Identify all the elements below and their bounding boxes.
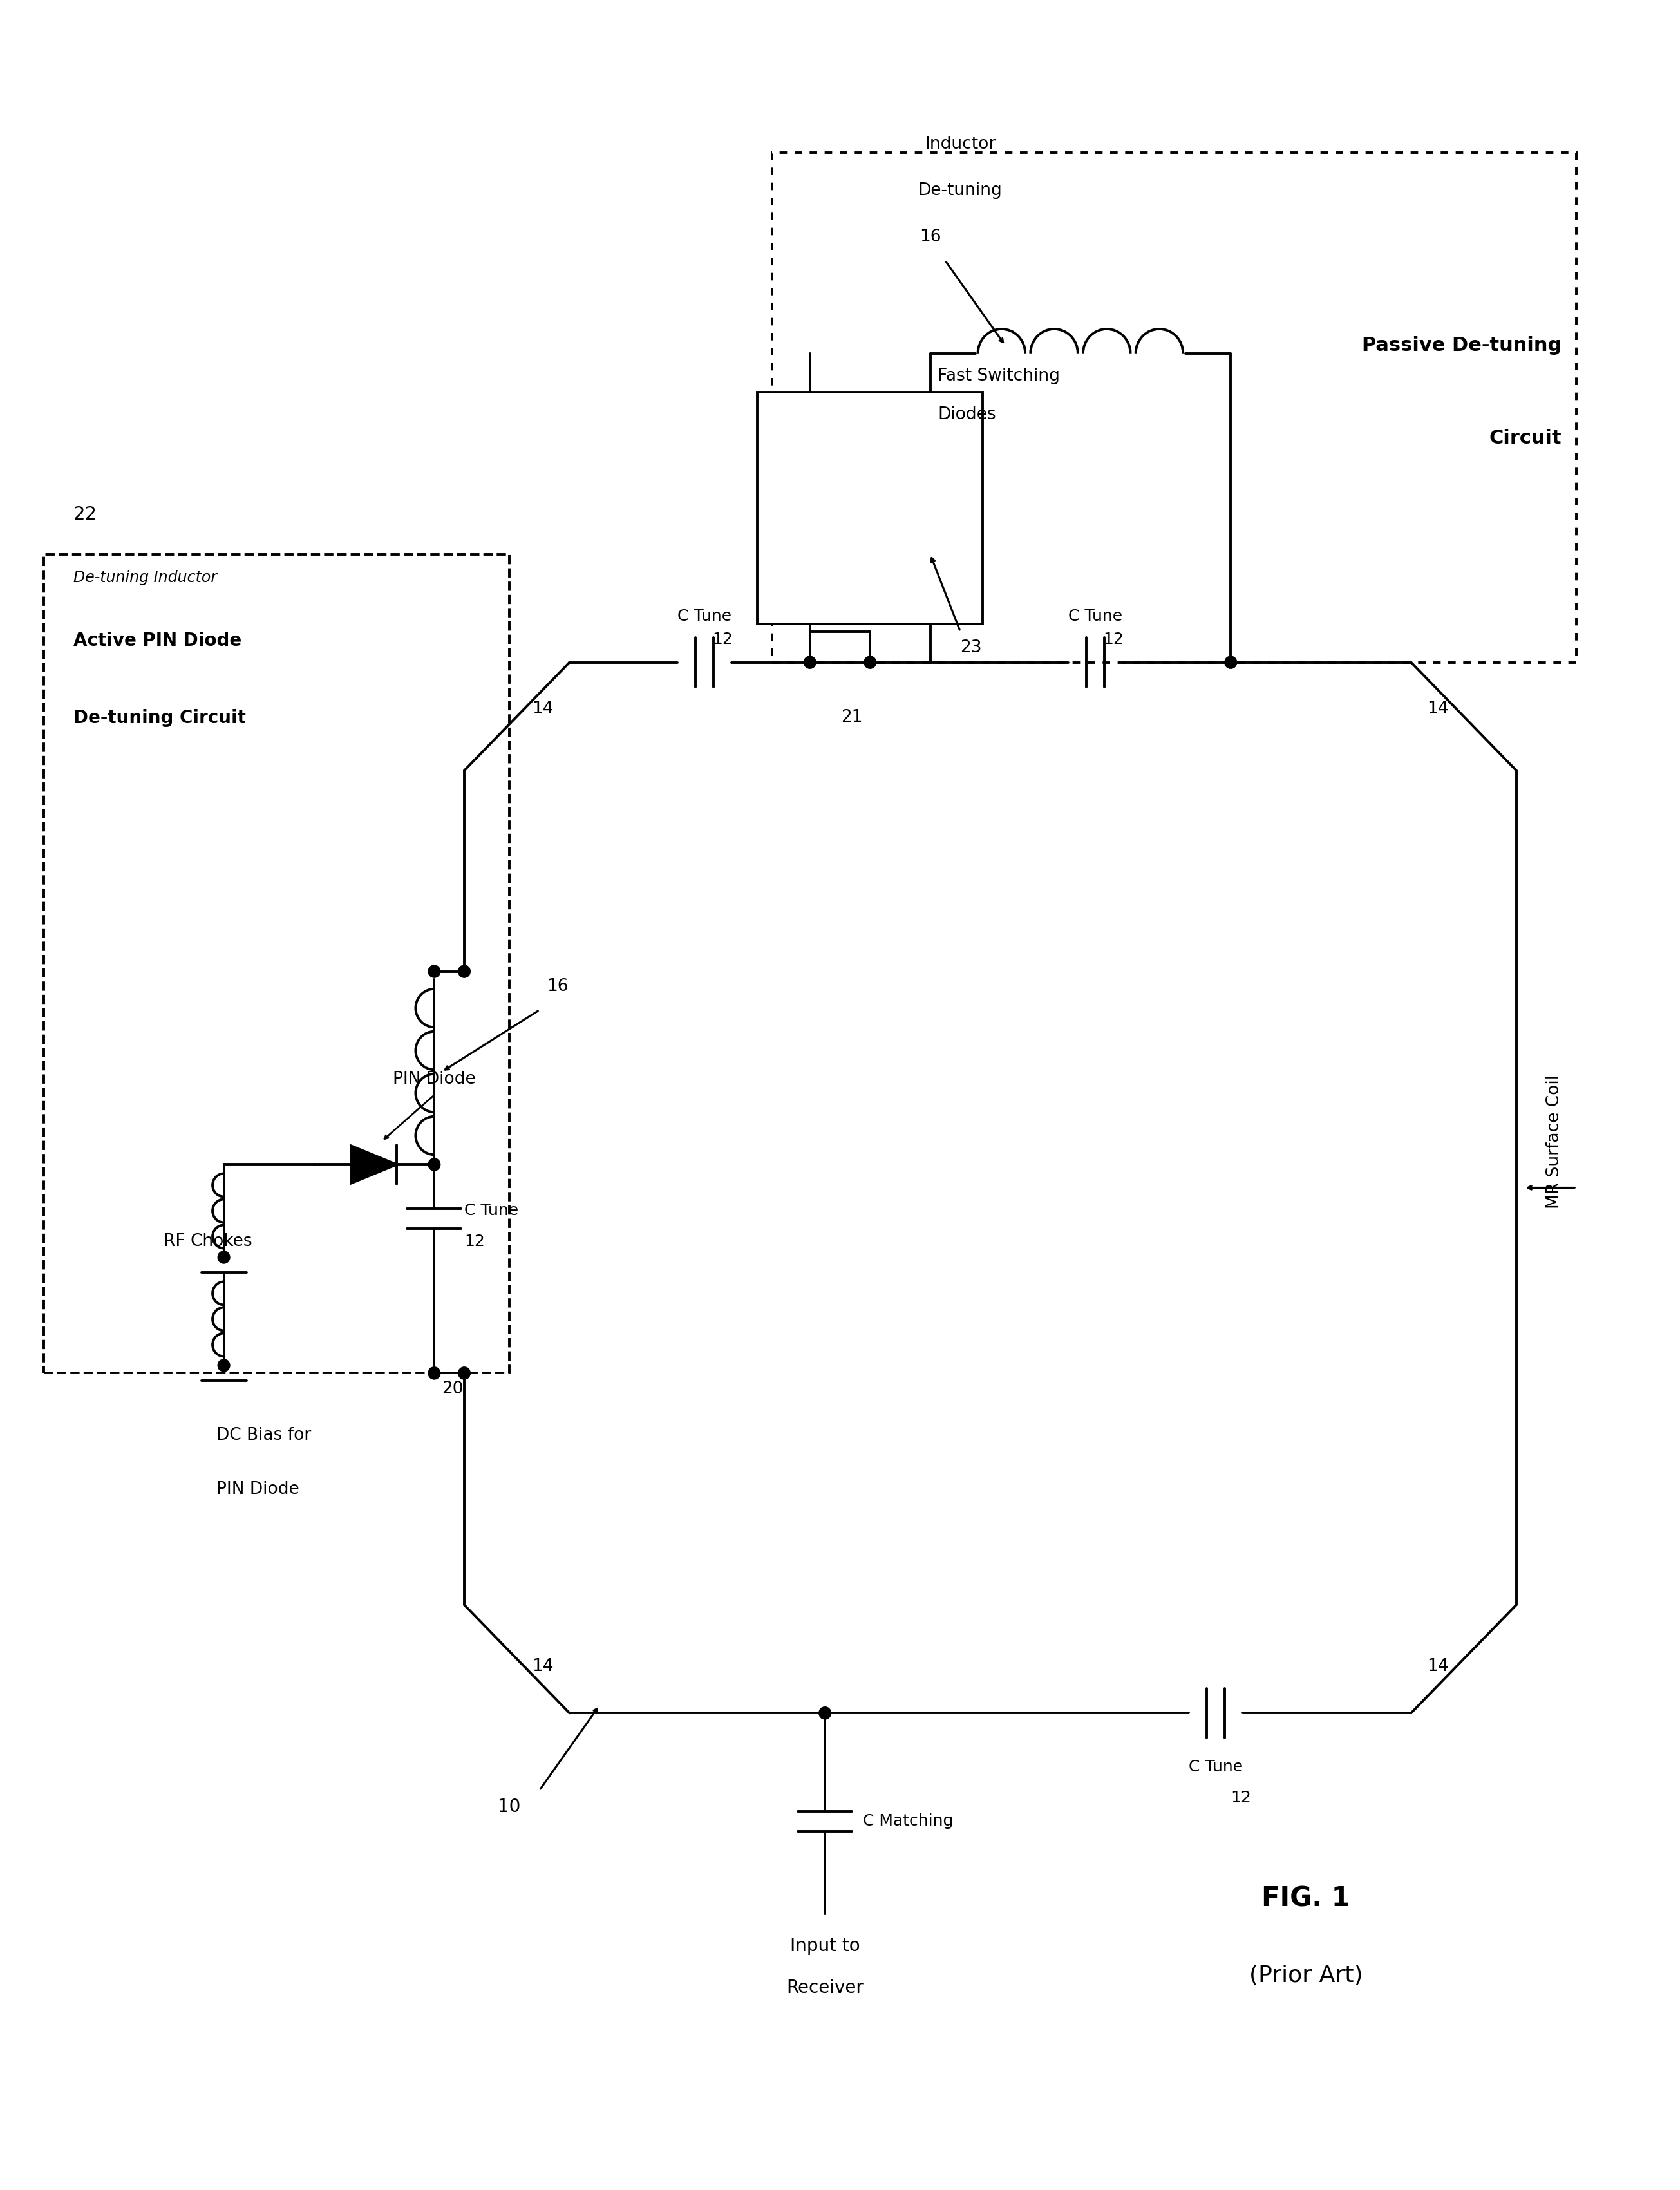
- Text: 14: 14: [1426, 701, 1448, 716]
- Circle shape: [459, 1367, 470, 1380]
- Text: 21: 21: [842, 710, 862, 725]
- Text: C Tune: C Tune: [1189, 1759, 1243, 1774]
- Text: 10: 10: [497, 1798, 521, 1816]
- Circle shape: [218, 1250, 230, 1264]
- Polygon shape: [848, 429, 890, 464]
- Circle shape: [428, 1367, 440, 1380]
- Text: (Prior Art): (Prior Art): [1248, 1964, 1362, 1986]
- Text: 20: 20: [442, 1382, 464, 1397]
- Text: 12: 12: [1231, 1789, 1252, 1807]
- Text: C Tune: C Tune: [464, 1202, 519, 1218]
- Text: 14: 14: [533, 701, 553, 716]
- Text: Input to: Input to: [790, 1938, 860, 1956]
- Text: C Matching: C Matching: [862, 1813, 953, 1829]
- Text: C Tune: C Tune: [677, 609, 732, 624]
- Circle shape: [1225, 657, 1236, 668]
- Text: Diodes: Diodes: [937, 405, 996, 423]
- Text: 16: 16: [919, 228, 941, 245]
- Text: C Tune: C Tune: [1068, 609, 1122, 624]
- Text: Passive De-tuning: Passive De-tuning: [1361, 337, 1561, 355]
- Circle shape: [428, 1159, 440, 1172]
- Polygon shape: [848, 552, 890, 587]
- Text: 16: 16: [548, 977, 568, 994]
- Text: PIN Diode: PIN Diode: [393, 1071, 475, 1086]
- Text: MR Surface Coil: MR Surface Coil: [1546, 1075, 1562, 1209]
- Circle shape: [428, 966, 440, 977]
- Bar: [758, 392, 983, 624]
- Circle shape: [805, 657, 816, 668]
- Text: FIG. 1: FIG. 1: [1262, 1886, 1351, 1912]
- Text: 12: 12: [712, 631, 732, 646]
- Text: De-tuning Inductor: De-tuning Inductor: [74, 569, 217, 585]
- Text: Fast Switching: Fast Switching: [937, 368, 1060, 383]
- Text: Active PIN Diode: Active PIN Diode: [74, 631, 242, 650]
- Text: 23: 23: [961, 639, 981, 657]
- Circle shape: [218, 1360, 230, 1371]
- Text: Receiver: Receiver: [786, 1980, 864, 1997]
- Text: RF Chokes: RF Chokes: [163, 1233, 252, 1250]
- Text: DC Bias for: DC Bias for: [217, 1428, 311, 1443]
- Circle shape: [818, 1706, 832, 1719]
- Circle shape: [459, 966, 470, 977]
- Text: PIN Diode: PIN Diode: [217, 1480, 299, 1498]
- Text: 12: 12: [1104, 631, 1124, 646]
- Text: De-tuning Circuit: De-tuning Circuit: [74, 710, 245, 727]
- Text: 12: 12: [464, 1233, 486, 1250]
- Text: 14: 14: [1426, 1658, 1448, 1675]
- Circle shape: [864, 657, 875, 668]
- Text: De-tuning: De-tuning: [919, 182, 1003, 199]
- Text: Circuit: Circuit: [1488, 429, 1561, 447]
- Text: 22: 22: [74, 506, 97, 523]
- Text: 14: 14: [533, 1658, 553, 1675]
- Text: Inductor: Inductor: [924, 136, 996, 153]
- Polygon shape: [351, 1145, 396, 1183]
